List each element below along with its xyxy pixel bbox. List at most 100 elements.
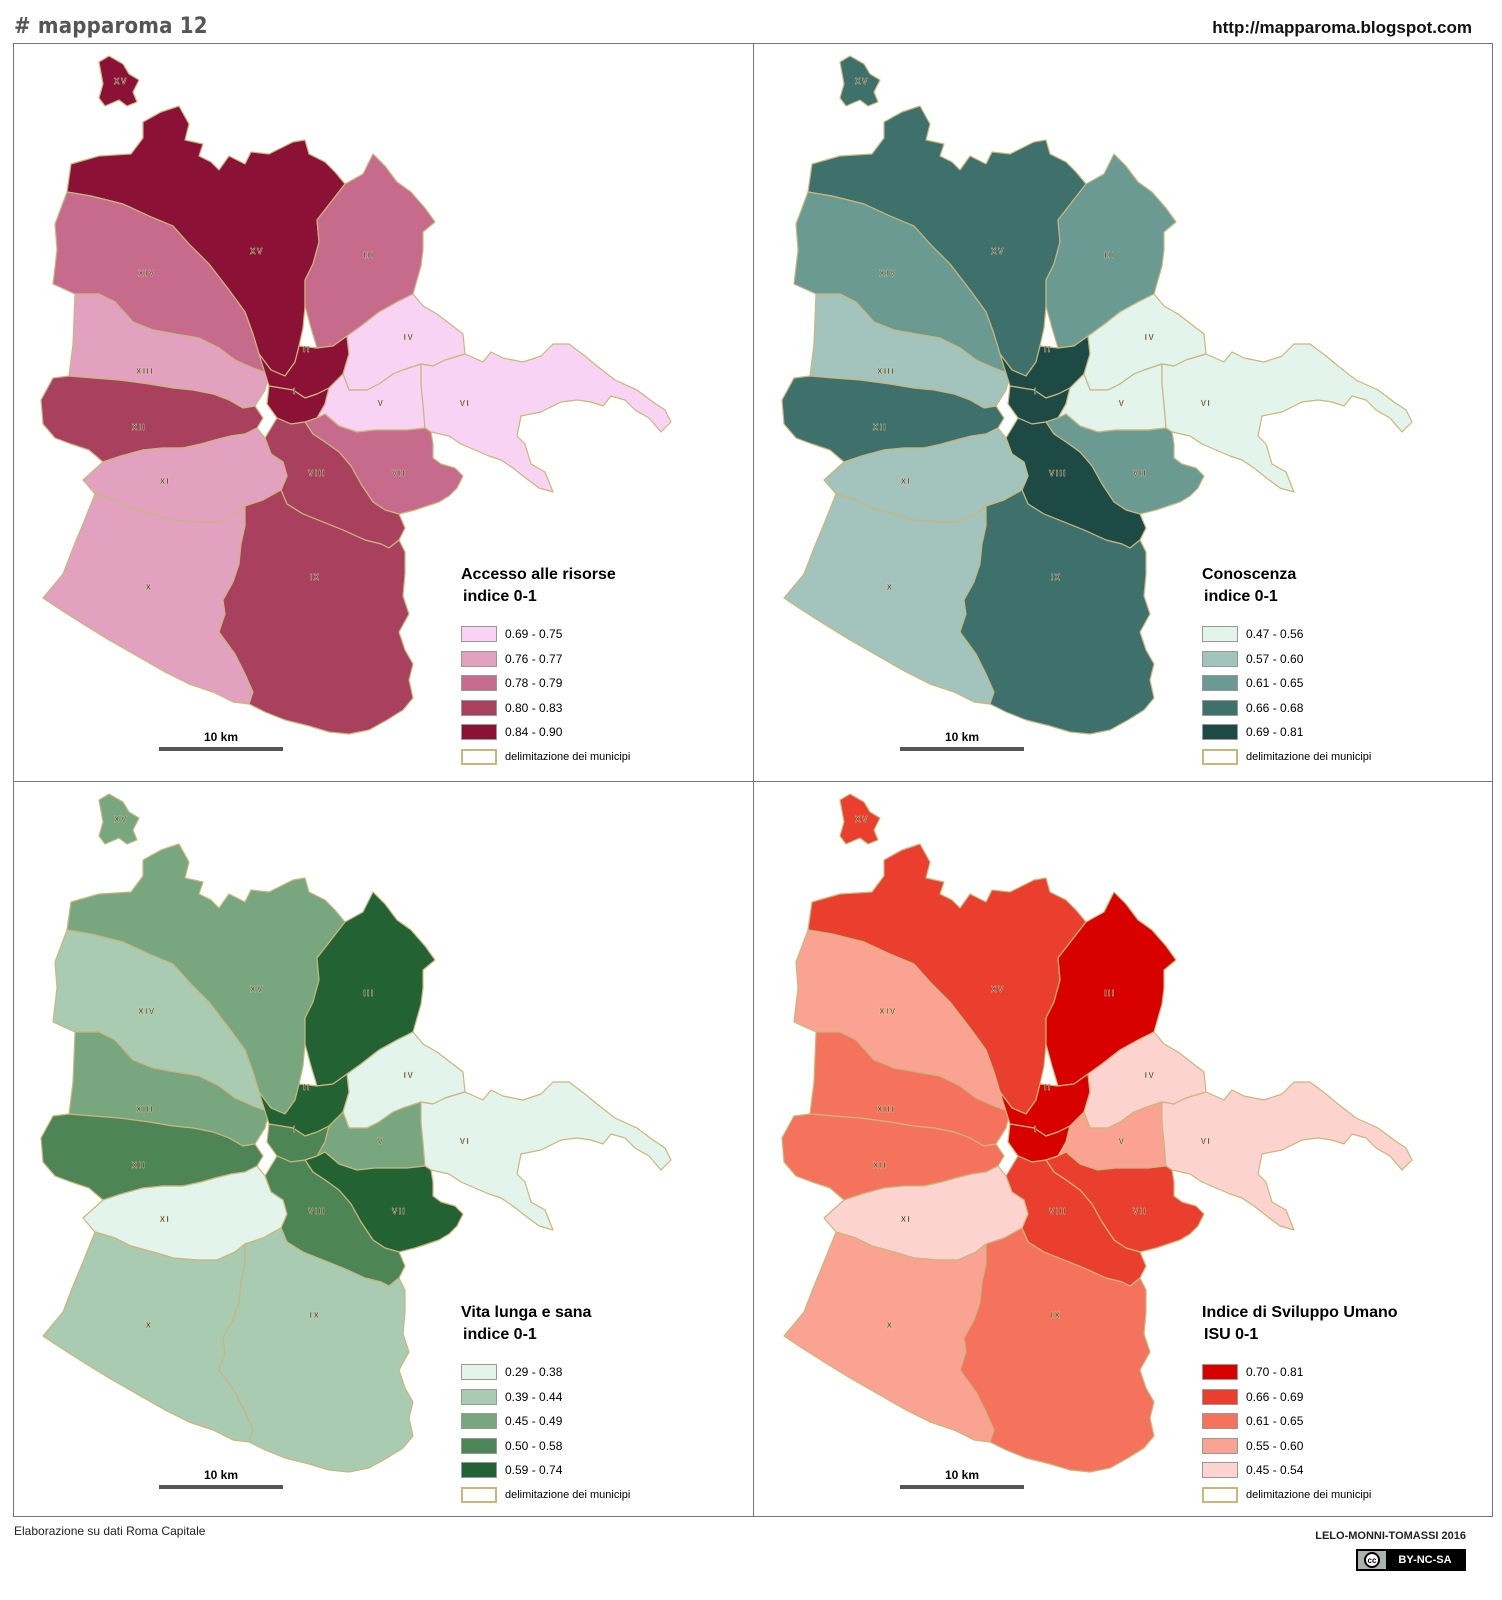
legend-boundary-row: delimitazione dei municipi xyxy=(1202,1483,1398,1508)
legend-class-label: 0.39 - 0.44 xyxy=(505,1389,563,1404)
municipio-x[interactable] xyxy=(42,493,254,705)
municipio-label: IX xyxy=(310,1311,321,1320)
legend-swatch xyxy=(461,1413,497,1430)
municipio-label: III xyxy=(1104,989,1115,998)
municipio-vi[interactable] xyxy=(1161,1081,1413,1231)
municipio-label: X xyxy=(887,1321,894,1330)
legend-boundary-label: delimitazione dei municipi xyxy=(505,1488,631,1501)
legend-title: Accesso alle risorse xyxy=(461,566,616,583)
legend-boundary-label: delimitazione dei municipi xyxy=(505,750,631,763)
municipio-vi[interactable] xyxy=(1161,343,1413,493)
legend-class-row: 0.50 - 0.58 xyxy=(461,1434,630,1459)
municipio-label: XV xyxy=(114,815,128,824)
legend-class-row: 0.80 - 0.83 xyxy=(461,696,630,721)
scale-bar: 10 km xyxy=(159,730,283,751)
legend-swatch xyxy=(461,724,497,741)
municipio-label: IV xyxy=(404,333,415,342)
municipio-label: XI xyxy=(901,477,912,486)
map-series-tag: # mapparoma 12 xyxy=(14,14,208,39)
municipio-label: XI xyxy=(160,477,171,486)
legend-class-label: 0.50 - 0.58 xyxy=(505,1438,563,1453)
scale-bar: 10 km xyxy=(900,730,1024,751)
legend-class-row: 0.69 - 0.81 xyxy=(1202,720,1371,745)
legend-swatch xyxy=(461,675,497,692)
municipio-xv-north[interactable] xyxy=(839,55,881,107)
municipio-label: VII xyxy=(392,469,406,478)
scale-line xyxy=(900,1485,1024,1489)
municipio-label: XIII xyxy=(877,367,895,376)
municipio-label: I xyxy=(293,387,297,396)
scale-label: 10 km xyxy=(944,730,980,744)
municipio-label: XII xyxy=(873,1161,887,1170)
map-panel-isu: XV XV XIV III XIII II IV I V VI XII VII VIII XI X IX Ind… xyxy=(754,782,1494,1519)
legend-class-label: 0.66 - 0.68 xyxy=(1246,700,1304,715)
municipio-vi[interactable] xyxy=(420,1081,672,1231)
municipio-vi[interactable] xyxy=(420,343,672,493)
legend-class-label: 0.66 - 0.69 xyxy=(1246,1389,1304,1404)
municipio-label: XV xyxy=(855,815,869,824)
license-badge[interactable]: cc BY-NC-SA xyxy=(1356,1549,1466,1571)
legend-swatch xyxy=(461,1388,497,1405)
legend-class-label: 0.61 - 0.65 xyxy=(1246,1414,1304,1429)
municipio-label: XV xyxy=(250,247,264,256)
legend-class-row: 0.59 - 0.74 xyxy=(461,1458,630,1483)
municipio-xv-north[interactable] xyxy=(98,55,140,107)
municipio-ix[interactable] xyxy=(218,1227,414,1473)
legend-swatch xyxy=(1202,724,1238,741)
legend-swatch xyxy=(461,1437,497,1454)
municipio-label: X xyxy=(146,583,153,592)
legend-isu: Indice di Sviluppo Umano ISU 0-1 0.70 - 0.… xyxy=(1202,1302,1398,1507)
municipio-label: V xyxy=(1119,399,1126,408)
municipio-ix[interactable] xyxy=(959,1227,1155,1473)
municipio-label: IV xyxy=(1145,1071,1156,1080)
municipio-label: III xyxy=(363,989,374,998)
municipio-label: XV xyxy=(991,247,1005,256)
legend-class-row: 0.39 - 0.44 xyxy=(461,1385,630,1410)
municipio-x[interactable] xyxy=(783,493,995,705)
legend-swatch xyxy=(1202,675,1238,692)
municipio-label: X xyxy=(146,1321,153,1330)
blog-url-link[interactable]: http://mapparoma.blogspot.com xyxy=(1212,18,1472,37)
legend-swatch xyxy=(1202,650,1238,667)
legend-class-row: 0.61 - 0.65 xyxy=(1202,671,1371,696)
legend-risorse: Accesso alle risorse indice 0-1 0.69 - 0.7… xyxy=(461,564,630,769)
legend-class-row: 0.84 - 0.90 xyxy=(461,720,630,745)
municipio-label: V xyxy=(1119,1137,1126,1146)
legend-boundary-swatch xyxy=(461,748,497,765)
legend-conoscenza: Conoscenza indice 0-1 0.47 - 0.56 0.57 - 0.… xyxy=(1202,564,1371,769)
municipio-label: XIII xyxy=(877,1105,895,1114)
municipio-xv-north[interactable] xyxy=(839,793,881,845)
scale-line xyxy=(159,1485,283,1489)
municipio-label: XII xyxy=(873,423,887,432)
municipio-label: IX xyxy=(1051,573,1062,582)
legend-swatch xyxy=(1202,699,1238,716)
municipio-label: XII xyxy=(132,423,146,432)
municipio-label: VIII xyxy=(1049,1207,1067,1216)
municipio-label: VII xyxy=(1133,1207,1147,1216)
legend-swatch xyxy=(461,1364,497,1381)
legend-boundary-swatch xyxy=(1202,748,1238,765)
legend-class-row: 0.76 - 0.77 xyxy=(461,647,630,672)
legend-title: Vita lunga e sana xyxy=(461,1304,592,1321)
municipio-label: I xyxy=(293,1125,297,1134)
legend-swatch xyxy=(461,650,497,667)
municipio-x[interactable] xyxy=(42,1231,254,1443)
municipio-ix[interactable] xyxy=(218,489,414,735)
legend-class-label: 0.45 - 0.49 xyxy=(505,1414,563,1429)
legend-boundary-row: delimitazione dei municipi xyxy=(461,1483,630,1508)
municipio-label: VIII xyxy=(1049,469,1067,478)
municipio-label: II xyxy=(1044,345,1051,354)
panel-divider-horizontal xyxy=(13,781,1493,782)
municipio-xv-north[interactable] xyxy=(98,793,140,845)
legend-boundary-label: delimitazione dei municipi xyxy=(1246,1488,1372,1501)
legend-class-label: 0.80 - 0.83 xyxy=(505,700,563,715)
municipio-label: VI xyxy=(460,1137,471,1146)
legend-class-row: 0.66 - 0.69 xyxy=(1202,1385,1398,1410)
municipio-ix[interactable] xyxy=(959,489,1155,735)
municipio-x[interactable] xyxy=(783,1231,995,1443)
municipio-label: XI xyxy=(901,1215,912,1224)
legend-swatch xyxy=(1202,1462,1238,1479)
